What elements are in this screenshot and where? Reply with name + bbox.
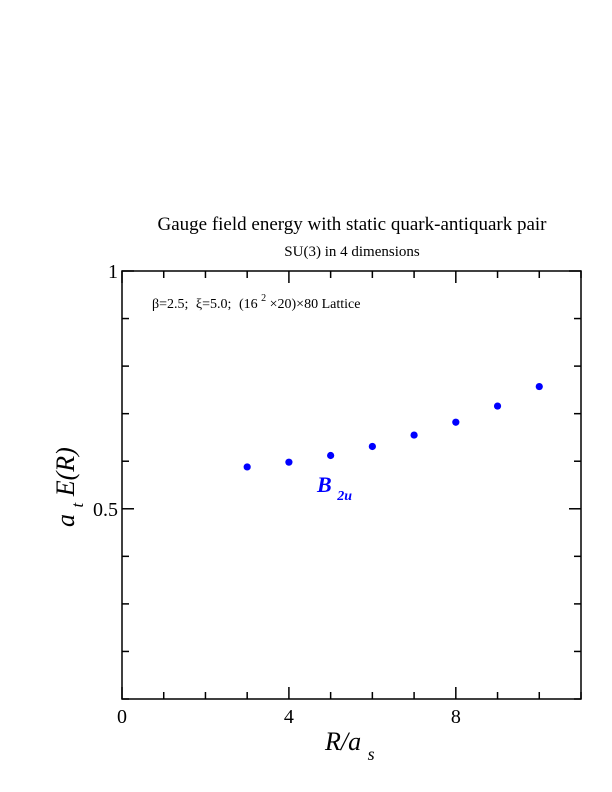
- data-point: [368, 442, 376, 451]
- annotation-lattice-b: ×20)×80 Lattice: [270, 297, 361, 312]
- data-points: [243, 382, 543, 471]
- chart-title: Gauge field energy with static quark-ant…: [157, 214, 547, 235]
- data-point: [535, 382, 543, 391]
- data-point: [452, 418, 460, 426]
- y-axis-label-rest: E(R): [51, 447, 80, 497]
- y-axis-label-a: a: [51, 514, 80, 527]
- series-label-main: B: [316, 472, 332, 497]
- data-point: [410, 431, 418, 439]
- y-axis-label: a t E(R): [51, 447, 89, 527]
- x-axis-label-main: R/a: [324, 727, 361, 756]
- lattice-annotation: β=2.5; ξ=5.0; (16 2 ×20)×80 Lattice: [152, 290, 360, 312]
- x-axis-label: R/a s: [324, 727, 375, 764]
- annotation-lattice-a: (16: [239, 297, 258, 312]
- data-point: [243, 463, 251, 471]
- annotation-lattice-exp: 2: [261, 293, 266, 304]
- series-label: B 2u: [316, 472, 352, 504]
- annotation-xi: ξ=5.0;: [196, 297, 232, 312]
- data-point: [493, 402, 502, 410]
- chart-subtitle: SU(3) in 4 dimensions: [284, 244, 420, 260]
- x-axis-label-sub: s: [368, 744, 375, 764]
- x-tick-label: 4: [284, 706, 294, 728]
- data-point: [327, 451, 335, 460]
- y-axis-label-sub: t: [68, 502, 87, 508]
- y-tick-label: 0.5: [93, 499, 118, 521]
- y-tick-label: 1: [108, 261, 118, 283]
- series-label-sub: 2u: [336, 489, 352, 504]
- plot-frame: [121, 270, 582, 700]
- annotation-beta: β=2.5;: [152, 297, 188, 312]
- axis-ticks: 0 4 8 0.5 1: [93, 261, 582, 728]
- x-tick-label: 0: [117, 706, 127, 728]
- x-tick-label: 8: [451, 706, 461, 728]
- data-point: [285, 458, 293, 466]
